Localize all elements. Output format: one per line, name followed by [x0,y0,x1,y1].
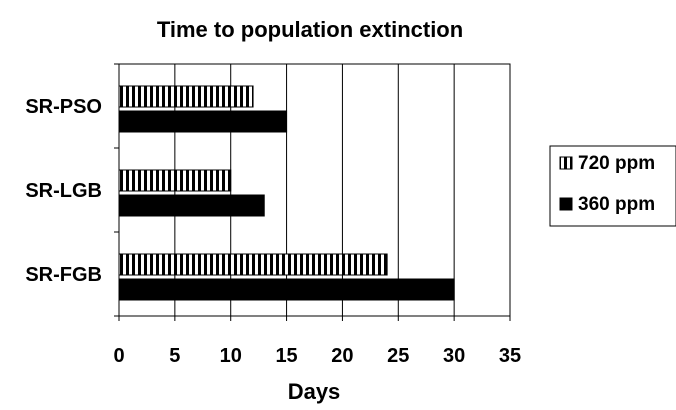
chart-title: Time to population extinction [157,17,463,42]
legend-box [549,145,676,227]
x-tick-label-15: 15 [275,345,297,367]
x-tick-label-5: 5 [169,345,180,367]
x-tick-label-10: 10 [220,345,242,367]
y-category-label-sr-lgb: SR-LGB [25,180,102,202]
bar-sr-lgb-360-ppm [118,194,265,217]
x-axis-label: Days [288,379,341,404]
bar-sr-lgb-720-ppm [118,169,232,192]
bar-sr-pso-720-ppm [118,85,254,108]
bar-sr-pso-360-ppm [118,110,288,133]
bar-sr-fgb-360-ppm [118,278,455,301]
bar-sr-fgb-720-ppm [118,253,388,276]
legend-label-720: 720 ppm [578,153,655,174]
x-tick-label-0: 0 [113,345,124,367]
legend-label-360: 360 ppm [578,194,655,215]
y-category-label-sr-fgb: SR-FGB [25,264,102,286]
axes [114,63,511,321]
legend-swatch-360 [559,197,573,211]
bars [118,85,455,301]
legend-swatch-720 [559,156,573,170]
legend: 720 ppm 360 ppm [549,145,676,227]
y-tick-labels: SR-PSO SR-LGB SR-FGB [25,96,102,286]
x-tick-label-20: 20 [331,345,353,367]
x-tick-label-25: 25 [387,345,409,367]
y-category-label-sr-pso: SR-PSO [25,96,102,118]
x-tick-labels: 0 5 10 15 20 25 30 35 [113,345,521,367]
x-tick-label-35: 35 [499,345,521,367]
x-tick-label-30: 30 [443,345,465,367]
